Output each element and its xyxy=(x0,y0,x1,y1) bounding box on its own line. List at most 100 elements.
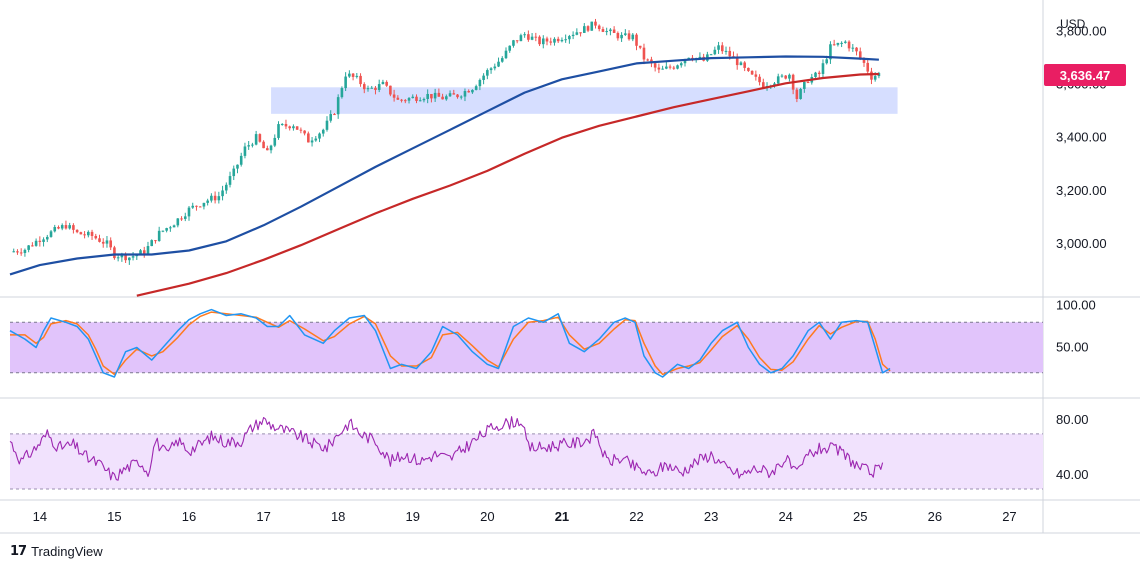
candlestick xyxy=(564,34,567,43)
candlestick xyxy=(116,255,120,262)
candlestick xyxy=(851,44,855,52)
candle-body xyxy=(750,70,754,75)
candle-body xyxy=(840,42,843,44)
candle-body xyxy=(377,84,381,90)
time-tick-label: 18 xyxy=(331,509,345,524)
candlestick xyxy=(94,233,98,240)
candlestick xyxy=(571,31,575,40)
candle-body xyxy=(389,85,392,95)
candle-body xyxy=(817,72,821,74)
candlestick xyxy=(176,218,180,228)
candle-body xyxy=(720,45,724,52)
candle-body xyxy=(269,145,273,151)
candlestick xyxy=(538,35,541,47)
candle-body xyxy=(545,38,549,42)
candlestick xyxy=(512,39,515,48)
candle-body xyxy=(258,134,262,142)
candlestick xyxy=(247,141,250,150)
candlestick xyxy=(109,237,112,251)
candle-body xyxy=(620,34,623,39)
candle-body xyxy=(299,129,303,131)
candle-body xyxy=(336,97,340,115)
candle-body xyxy=(437,92,441,97)
candle-body xyxy=(31,245,34,247)
candlestick xyxy=(183,212,187,222)
candlestick xyxy=(396,95,400,100)
candlestick xyxy=(236,164,239,174)
candle-body xyxy=(314,138,318,141)
candlestick xyxy=(605,27,608,36)
candlestick xyxy=(221,185,224,201)
candle-body xyxy=(23,249,27,254)
candlestick xyxy=(407,97,411,104)
candle-body xyxy=(169,227,172,229)
candle-body xyxy=(829,44,832,60)
candlestick xyxy=(60,223,64,231)
candlestick xyxy=(870,67,873,85)
candlestick xyxy=(64,220,68,230)
candle-body xyxy=(605,31,608,33)
candlestick xyxy=(128,257,131,265)
price-tick-label: 3,400.00 xyxy=(1056,130,1107,145)
candlestick xyxy=(553,37,556,46)
candlestick xyxy=(27,245,30,253)
candle-body xyxy=(717,45,720,50)
candlestick xyxy=(474,84,478,91)
candlestick xyxy=(620,32,623,42)
candlestick xyxy=(191,202,195,209)
candlestick xyxy=(750,70,754,76)
candle-body xyxy=(42,239,45,242)
candle-body xyxy=(60,225,64,229)
candlestick xyxy=(489,67,493,74)
candlestick xyxy=(415,94,418,104)
candle-body xyxy=(616,32,620,39)
candle-body xyxy=(266,148,269,151)
candle-body xyxy=(418,100,422,102)
candle-body xyxy=(344,76,347,89)
candle-body xyxy=(362,84,366,90)
candle-body xyxy=(403,100,407,102)
candlestick xyxy=(579,32,582,37)
candlestick xyxy=(385,80,388,87)
candlestick xyxy=(314,136,318,142)
candle-body xyxy=(735,56,739,66)
candlestick xyxy=(150,239,154,247)
candle-body xyxy=(523,34,526,36)
candle-body xyxy=(541,38,545,45)
candlestick xyxy=(754,70,758,81)
candlestick xyxy=(288,125,291,131)
candlestick xyxy=(336,94,340,119)
candle-body xyxy=(284,123,288,127)
candle-body xyxy=(292,126,295,129)
candle-body xyxy=(221,190,224,197)
candle-body xyxy=(512,40,515,46)
candle-body xyxy=(180,218,183,220)
candle-body xyxy=(239,155,243,165)
candlestick xyxy=(172,224,176,228)
candlestick xyxy=(68,222,71,230)
candlestick xyxy=(758,74,761,86)
candlestick xyxy=(560,37,564,43)
candle-body xyxy=(228,176,232,185)
candlestick xyxy=(202,202,206,210)
candle-body xyxy=(538,36,541,45)
candle-body xyxy=(396,97,400,100)
time-tick-label: 17 xyxy=(256,509,270,524)
candle-body xyxy=(87,231,90,236)
candlestick xyxy=(788,73,791,82)
candle-body xyxy=(646,59,650,61)
candlestick xyxy=(612,26,616,34)
candlestick xyxy=(187,206,191,221)
candlestick xyxy=(105,235,109,248)
candle-body xyxy=(318,133,321,139)
candle-body xyxy=(351,73,355,77)
candlestick xyxy=(310,137,314,147)
candle-body xyxy=(583,26,586,33)
candle-body xyxy=(109,240,112,248)
candle-body xyxy=(590,21,594,31)
candlestick xyxy=(642,43,646,65)
tradingview-branding[interactable]: 17 TradingView xyxy=(10,544,103,559)
candlestick xyxy=(206,198,209,206)
